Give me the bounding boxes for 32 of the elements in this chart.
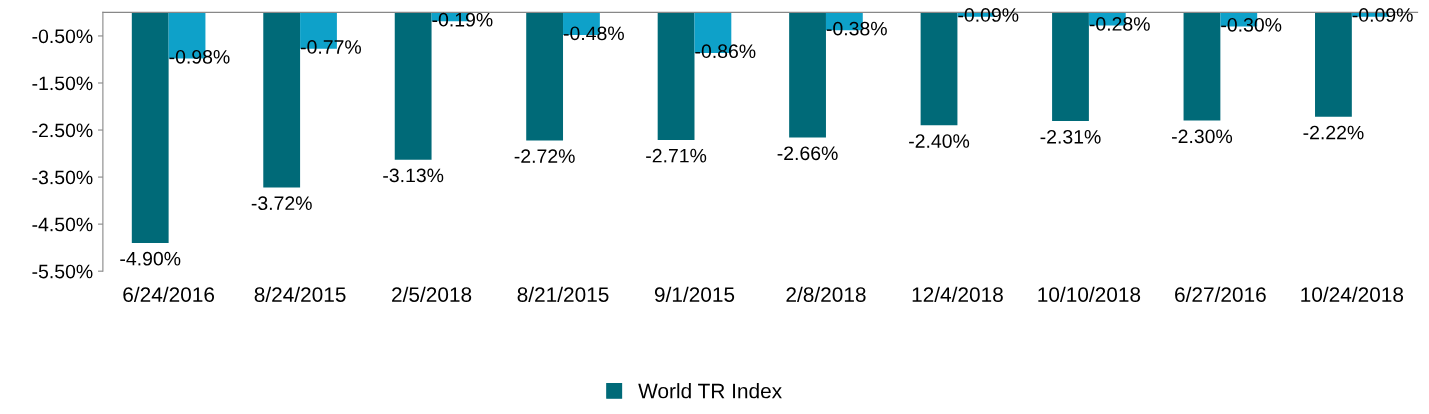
data-label: -0.19% xyxy=(432,12,493,27)
y-tick-label: -2.50% xyxy=(32,123,93,138)
data-label: -4.90% xyxy=(120,251,181,266)
y-tick-label: -0.50% xyxy=(32,29,93,44)
data-label: -3.13% xyxy=(383,168,444,183)
x-tick-label: 10/10/2018 xyxy=(1038,286,1141,302)
data-label: -0.86% xyxy=(695,44,756,59)
data-label: -2.72% xyxy=(514,149,575,163)
x-tick-label: 8/21/2015 xyxy=(517,286,609,302)
y-tick-label: -1.50% xyxy=(32,76,93,91)
data-label: -2.30% xyxy=(1172,129,1233,144)
x-tick-label: 2/5/2018 xyxy=(392,286,472,302)
data-label: -0.98% xyxy=(169,49,230,64)
x-tick-label: 12/4/2018 xyxy=(912,286,1003,302)
x-tick-label: 9/1/2015 xyxy=(654,286,735,302)
data-label: -2.31% xyxy=(1040,129,1101,144)
x-tick-label: 8/24/2015 xyxy=(254,286,346,302)
data-label: -0.09% xyxy=(958,8,1019,22)
data-label: -2.66% xyxy=(777,146,838,161)
data-label: -2.40% xyxy=(909,134,970,148)
x-tick-label: 2/8/2018 xyxy=(786,286,866,302)
y-tick-label: -5.50% xyxy=(32,264,93,279)
legend-label: World TR Index xyxy=(638,383,782,399)
x-tick-label: 6/27/2016 xyxy=(1175,286,1266,302)
x-tick-label: 6/24/2016 xyxy=(123,286,215,302)
y-tick-label: -3.50% xyxy=(32,170,93,185)
data-label: -2.22% xyxy=(1303,125,1364,140)
data-label: -2.71% xyxy=(646,148,707,163)
y-tick-label: -4.50% xyxy=(32,217,93,232)
data-label: -0.30% xyxy=(1221,17,1282,32)
data-label: -3.72% xyxy=(251,196,312,211)
x-tick-label: 10/24/2018 xyxy=(1301,286,1404,302)
